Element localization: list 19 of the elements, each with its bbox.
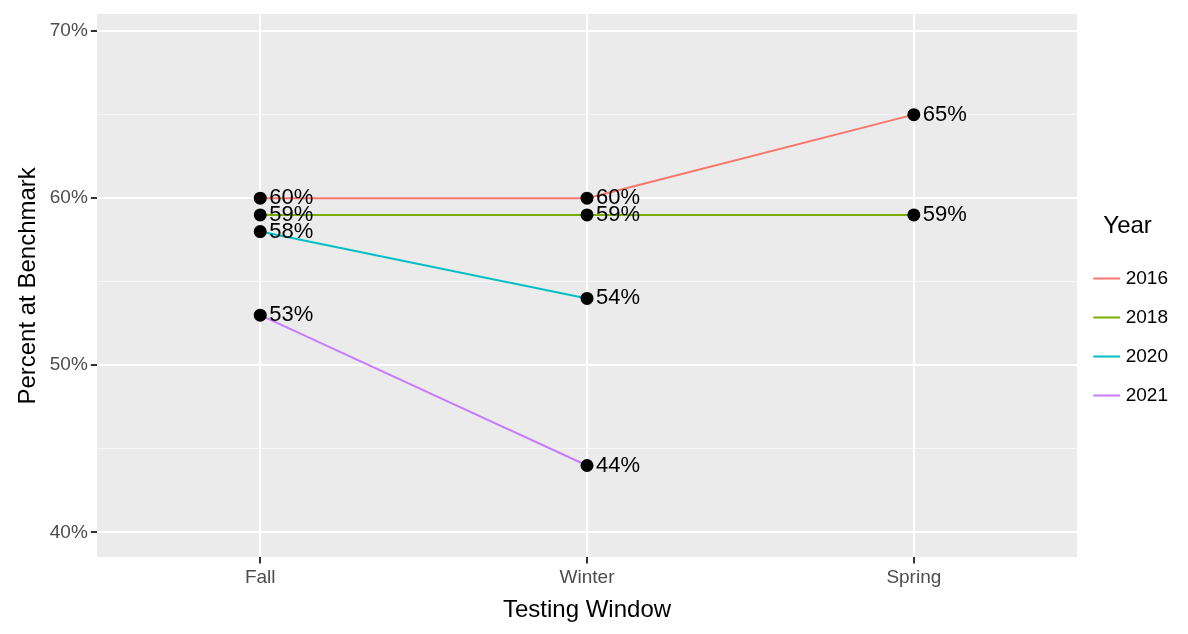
y-tick-label: 40% — [49, 520, 88, 542]
x-tick-label: Winter — [559, 566, 616, 588]
y-tick-label: 60% — [49, 186, 88, 208]
x-axis-title: Testing Window — [502, 595, 672, 623]
data-label: 54% — [596, 284, 641, 310]
legend-label: 2016 — [1125, 266, 1169, 288]
legend-label: 2020 — [1125, 344, 1169, 366]
data-label: 44% — [596, 451, 641, 477]
data-label: 65% — [922, 100, 967, 126]
x-tick-label: Spring — [886, 566, 942, 588]
legend-label: 2018 — [1125, 305, 1169, 327]
y-tick-label: 50% — [49, 353, 88, 375]
y-axis-title: Percent at Benchmark — [13, 166, 41, 405]
legend-title: Year — [1103, 210, 1152, 238]
legend-label: 2021 — [1125, 383, 1169, 405]
y-tick-label: 70% — [49, 19, 88, 41]
data-label: 53% — [269, 301, 314, 327]
x-tick-label: Fall — [244, 566, 276, 588]
data-label: 59% — [922, 200, 967, 226]
